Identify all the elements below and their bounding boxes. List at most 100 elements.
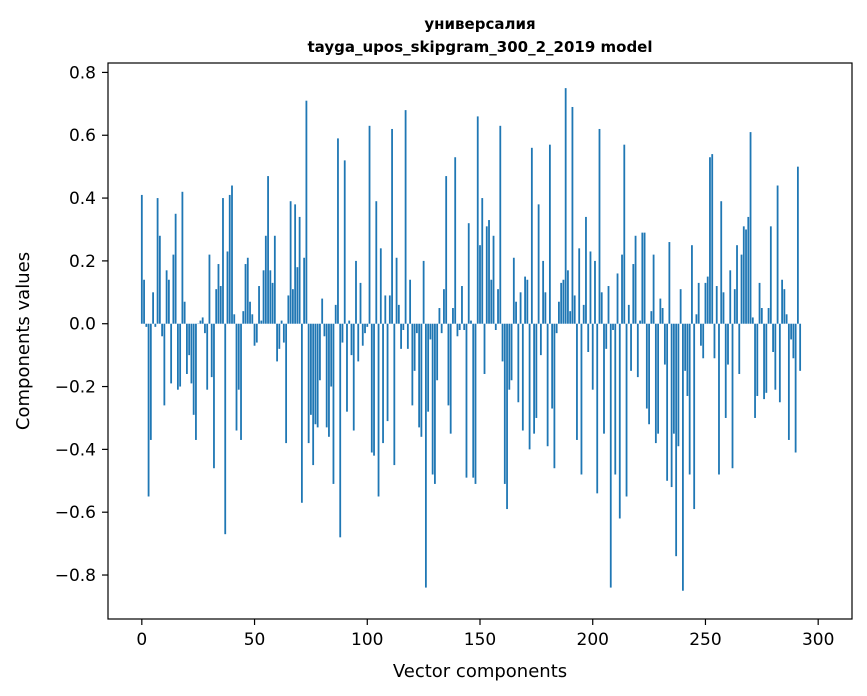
bar [359,282,362,324]
bar [709,157,711,324]
bar [145,323,148,327]
bar [670,323,673,488]
bar [519,292,522,324]
bar [226,251,229,324]
bar [192,323,195,415]
bar [411,323,414,406]
bar [213,323,215,469]
bar [654,323,657,444]
bar [530,147,533,324]
bar [431,323,434,475]
bar [571,106,574,324]
bar [663,323,666,365]
bar [616,273,619,324]
bar [781,279,784,324]
y-tick-label: 0.0 [69,315,96,335]
bar [215,289,218,324]
bar [544,292,547,324]
bar [373,323,375,456]
bar [785,314,788,324]
bar [720,201,723,324]
bar [508,323,511,390]
bar [564,88,567,324]
bar [154,323,157,327]
bar [661,308,664,324]
bar [249,301,251,324]
x-tick-label: 250 [689,630,721,650]
bar [765,323,768,393]
bar [763,323,765,400]
bar [621,254,623,324]
bar [445,176,448,324]
bar [648,323,650,425]
bar [253,323,256,346]
bar [634,235,637,324]
bar [222,198,224,324]
bar [332,323,335,484]
x-tick-label: 100 [351,630,383,650]
bar [560,282,563,324]
bar [503,323,506,484]
bar [251,314,254,324]
bar [206,323,209,390]
bar [704,282,707,324]
bar [456,323,459,337]
bar [391,128,393,324]
bar [269,270,272,324]
bar [472,323,475,478]
bar [686,323,689,396]
bar [440,323,443,334]
bar [228,194,231,324]
bar [271,282,274,324]
x-axis-label: Vector components [393,661,567,682]
bar [542,260,545,324]
bar [179,323,182,387]
bar [632,264,635,324]
bar [553,323,556,469]
bar [397,304,400,324]
bar [594,260,596,324]
bar [438,308,441,324]
bar [285,323,288,444]
bar [158,235,161,324]
bar [262,270,265,324]
bar [740,254,743,324]
bar [307,323,310,444]
bar [596,323,599,494]
bar [476,116,479,324]
bar [310,323,312,415]
bar [260,320,263,324]
bar [143,279,145,324]
bar [361,323,364,346]
bar [641,232,644,324]
bar [384,295,387,324]
bar [733,289,736,324]
bar [161,323,164,337]
bar [774,323,777,390]
y-axis-label: Components values [13,252,34,430]
bar [386,323,389,422]
bar [195,323,197,440]
bar [413,323,416,371]
bar [650,311,653,324]
bar [355,260,357,324]
bar [461,286,463,324]
bar [287,295,290,324]
bar [539,323,542,356]
bar [337,138,339,324]
bar [711,154,714,324]
bar [747,216,750,324]
bar [368,125,371,324]
bar [481,198,484,324]
bar [578,248,581,324]
bar [501,323,504,362]
bar [149,323,152,440]
bar [738,323,741,374]
bar [772,323,774,352]
bar [328,323,330,437]
y-tick-label: 0.4 [69,189,96,209]
bar [758,282,761,324]
bar [609,323,612,588]
bar [447,323,450,406]
bar [183,301,186,324]
